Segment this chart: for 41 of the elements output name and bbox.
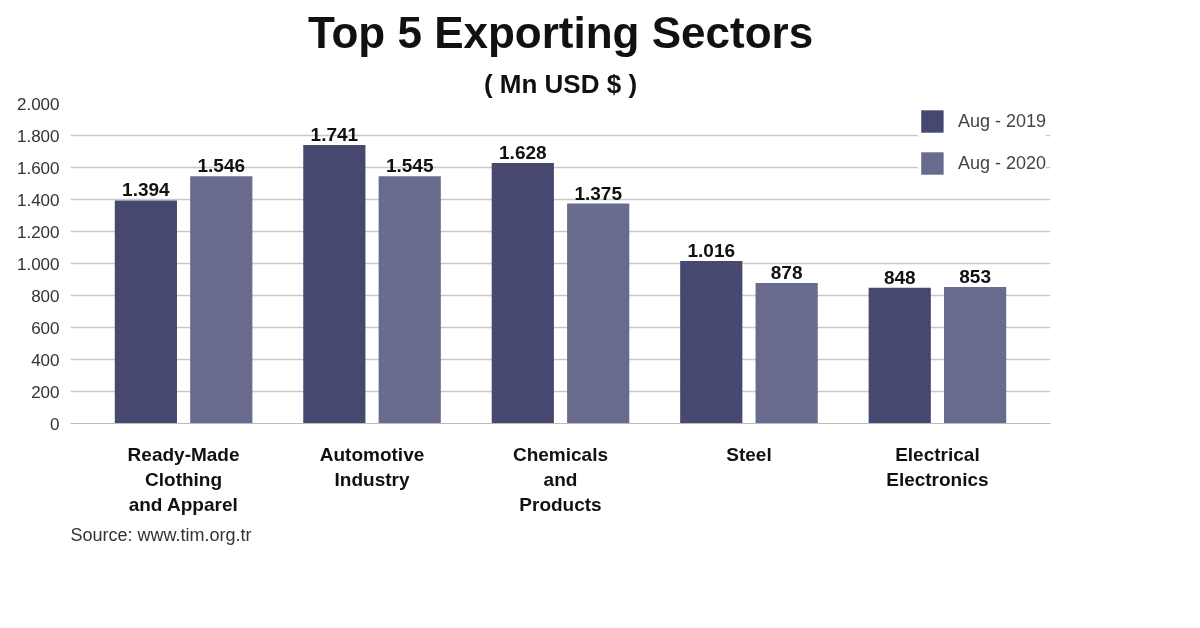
- data-label: 878: [770, 262, 803, 284]
- bar: [303, 144, 366, 424]
- y-tick-label: 2.000: [16, 94, 60, 114]
- y-tick-label: 1.400: [16, 190, 60, 210]
- bar: [868, 287, 931, 424]
- data-label: 1.375: [574, 182, 623, 204]
- y-tick-label: 1.600: [16, 158, 60, 178]
- x-tick-label: Chemicals and Products: [512, 443, 609, 515]
- y-tick-label: 400: [31, 350, 60, 370]
- bar: [378, 176, 441, 424]
- data-label: 848: [883, 266, 916, 288]
- bar: [680, 260, 743, 424]
- bar: [944, 287, 1007, 424]
- data-label: 1.016: [687, 239, 736, 261]
- legend-label: Aug - 2020: [957, 152, 1046, 174]
- bar: [491, 163, 554, 424]
- bar: [567, 203, 630, 424]
- chart-subtitle: ( Mn USD $ ): [483, 68, 638, 99]
- data-label: 1.546: [197, 155, 246, 177]
- y-tick-label: 800: [31, 286, 60, 306]
- bar: [755, 283, 818, 424]
- y-tick-label: 1.200: [16, 222, 60, 242]
- bar: [114, 200, 177, 424]
- x-tick-label: Ready-Made Clothing and Apparel: [127, 443, 240, 515]
- y-tick-label: 600: [31, 318, 60, 338]
- source-note: Source: www.tim.org.tr: [70, 524, 252, 545]
- chart-title: Top 5 Exporting Sectors: [307, 7, 814, 57]
- data-label: 1.394: [122, 179, 171, 201]
- data-label: 1.628: [499, 142, 547, 164]
- x-tick-label: Electrical Electronics: [886, 443, 989, 490]
- x-tick-label: Automotive Industry: [319, 443, 425, 490]
- data-label: 1.545: [385, 155, 434, 177]
- data-label: 1.741: [310, 123, 359, 145]
- legend-label: Aug - 2019: [957, 110, 1046, 132]
- y-tick-label: 1.000: [16, 254, 60, 274]
- data-label: 853: [959, 266, 991, 288]
- bar: [190, 176, 253, 424]
- y-tick-label: 200: [31, 382, 60, 402]
- y-tick-label: 1.800: [16, 126, 60, 146]
- x-tick-label: Steel: [726, 443, 772, 465]
- y-tick-label: 0: [50, 414, 60, 434]
